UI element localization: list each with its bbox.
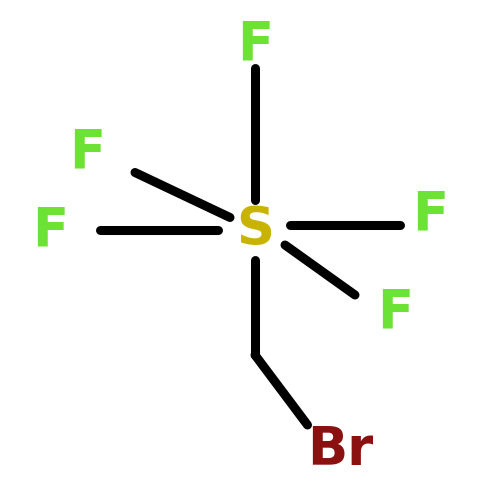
Text: F: F [377, 286, 413, 339]
Text: F: F [412, 189, 448, 241]
Text: F: F [70, 126, 106, 178]
Text: F: F [237, 19, 273, 71]
Text: Br: Br [307, 424, 373, 476]
Text: F: F [32, 204, 68, 256]
Text: S: S [236, 204, 274, 256]
